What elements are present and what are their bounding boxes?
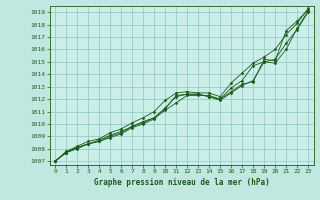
X-axis label: Graphe pression niveau de la mer (hPa): Graphe pression niveau de la mer (hPa) — [94, 178, 269, 187]
